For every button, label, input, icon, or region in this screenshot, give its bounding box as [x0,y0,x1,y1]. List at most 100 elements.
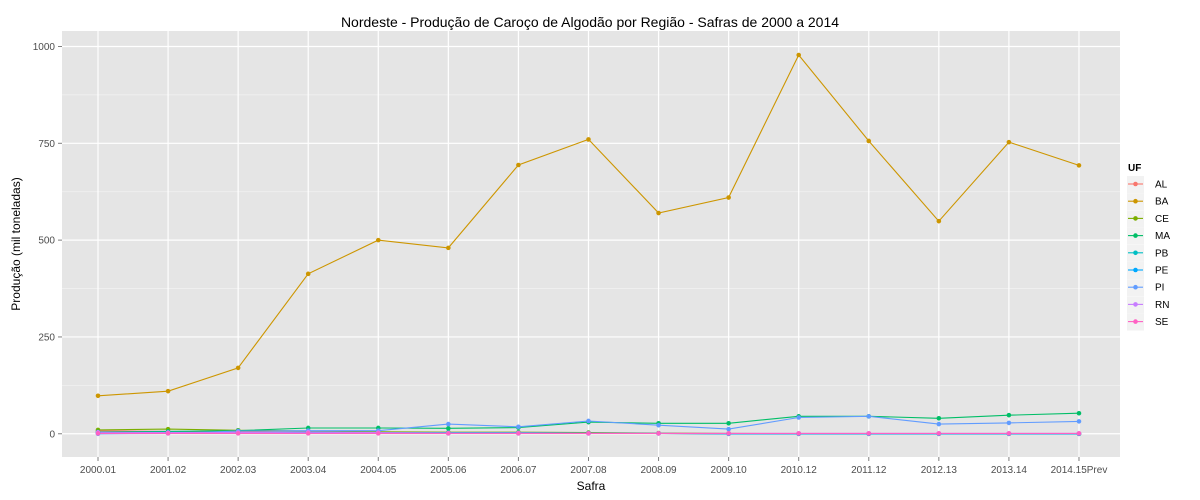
x-tick-label: 2001.02 [150,465,187,476]
x-tick-label: 2005.06 [430,465,467,476]
data-point-pi [586,418,591,424]
data-point-ba [1006,139,1012,145]
data-point-se [446,431,451,436]
x-tick-label: 2009.10 [711,465,748,476]
legend-label: BA [1155,197,1169,208]
x-tick-label: 2010.12 [781,465,818,476]
legend: UF AL BA CE MA PB PE PI RN SE [1127,163,1170,331]
data-point-se [235,431,241,436]
data-point-ba [866,138,872,144]
data-point-pi [866,414,872,419]
data-point-ma [1076,410,1082,416]
data-point-ma [446,426,451,431]
legend-label: SE [1155,317,1169,328]
data-point-pi [1006,420,1012,426]
data-point-se [375,431,381,436]
legend-item-rn: RN [1127,296,1169,314]
legend-key-point [1133,250,1138,256]
data-point-ma [726,421,731,426]
data-point-se [1006,431,1012,436]
data-point-pi [656,422,661,428]
data-point-se [866,431,872,436]
legend-label: CE [1155,214,1169,225]
data-point-ba [516,162,521,168]
y-tick-label: 0 [49,429,55,440]
legend-key-point [1133,319,1138,324]
data-point-ba [235,365,241,371]
data-point-se [95,431,101,436]
legend-key-point [1133,216,1138,221]
data-point-se [305,431,311,436]
x-tick-label: 2013.14 [991,465,1028,476]
y-tick-label: 500 [38,236,55,247]
legend-key-point [1133,284,1138,290]
legend-item-pe: PE [1127,262,1169,279]
data-point-se [796,431,801,436]
x-tick-label: 2007.08 [570,465,607,476]
data-point-pi [516,424,521,430]
data-point-ba [726,195,731,200]
data-point-pi [726,426,731,432]
legend-item-al: AL [1127,176,1168,193]
x-tick-label: 2003.04 [290,465,327,476]
data-point-ba [375,237,381,243]
data-point-ba [95,393,101,399]
major-gridlines [62,31,1120,457]
legend-item-pb: PB [1127,244,1169,262]
legend-key-point [1133,302,1138,307]
data-point-ba [305,271,311,277]
data-point-se [936,431,942,436]
legend-key-point [1133,267,1138,273]
data-point-ba [446,245,451,251]
legend-item-ba: BA [1127,193,1169,211]
series-points [95,52,1082,437]
x-tick-label: 2008.09 [640,465,677,476]
x-axis-title: Safra [577,479,606,493]
data-point-se [1076,431,1082,436]
y-axis-title: Produção (mil toneladas) [9,177,23,310]
data-point-se [165,431,171,436]
legend-item-se: SE [1127,313,1169,331]
x-tick-label: 2002.03 [220,465,257,476]
x-tick-label: 2014.15Prev [1051,465,1108,476]
data-point-pi [446,421,451,427]
data-point-se [586,431,591,436]
legend-label: PE [1155,266,1169,277]
y-tick-label: 750 [38,139,55,150]
y-tick-label: 250 [38,332,55,343]
data-point-ba [165,388,171,394]
legend-item-pi: PI [1127,279,1164,297]
legend-label: MA [1155,231,1170,242]
data-point-se [726,431,731,436]
data-point-pi [1076,419,1082,424]
data-point-se [516,431,521,436]
data-point-ba [586,137,591,142]
data-point-ba [796,52,801,58]
legend-key-point [1133,233,1138,238]
y-axis-ticks: 0 250 500 750 1000 [33,42,62,440]
x-tick-label: 2012.13 [921,465,958,476]
legend-label: AL [1155,180,1168,191]
y-tick-label: 1000 [33,42,56,53]
legend-label: PB [1155,248,1169,259]
data-point-pi [796,415,801,420]
legend-label: PI [1155,283,1164,294]
legend-label: RN [1155,300,1169,311]
data-point-ma [1006,412,1012,418]
legend-key-point [1133,198,1138,204]
data-point-ba [936,218,942,224]
data-point-ba [656,210,661,216]
chart-title: Nordeste - Produção de Caroço de Algodão… [341,14,839,30]
legend-item-ma: MA [1127,227,1170,245]
legend-title: UF [1128,163,1141,174]
x-tick-label: 2006.07 [500,465,537,476]
x-axis-ticks: 2000.01 2001.02 2002.03 2003.04 2004.05 2005.… [80,457,1107,476]
data-point-se [656,431,661,436]
x-tick-label: 2011.12 [851,465,887,476]
data-point-pi [936,421,942,427]
legend-item-ce: CE [1127,210,1169,228]
legend-key-point [1133,181,1138,187]
data-point-ba [1076,163,1082,168]
data-point-ma [936,415,942,421]
